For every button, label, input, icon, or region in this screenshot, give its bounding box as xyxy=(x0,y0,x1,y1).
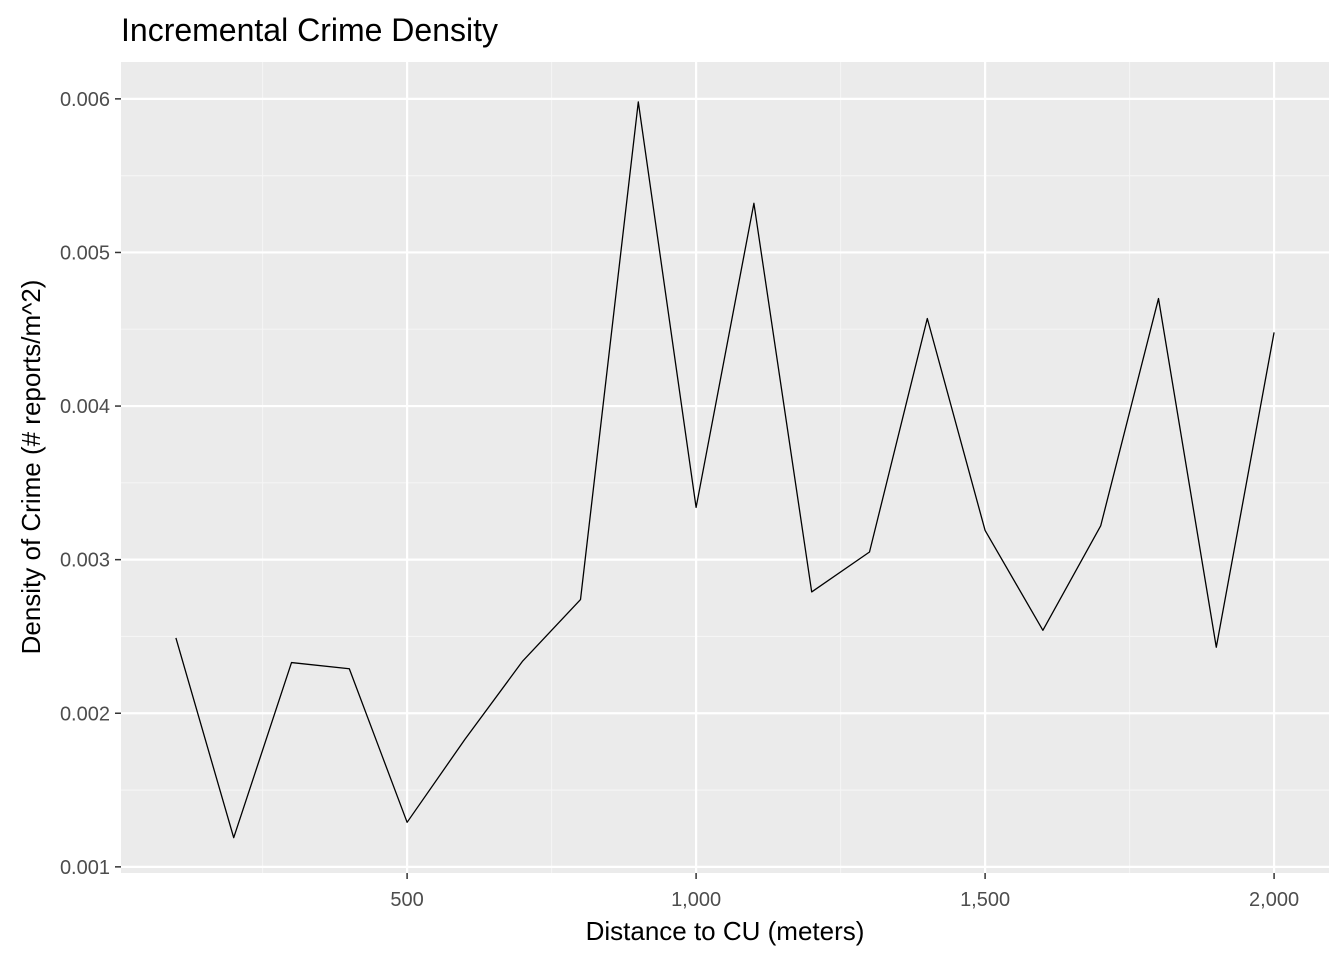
x-axis-title: Distance to CU (meters) xyxy=(586,916,865,946)
y-tick-label-5: 0.006 xyxy=(60,89,110,111)
major-gridlines xyxy=(121,62,1329,873)
x-tick-label-0: 500 xyxy=(390,889,423,911)
y-tick-label-4: 0.005 xyxy=(60,242,110,264)
y-axis: 0.001 0.002 0.003 0.004 0.005 0.006 xyxy=(60,89,121,879)
chart-title: Incremental Crime Density xyxy=(121,12,498,48)
y-axis-title: Density of Crime (# reports/m^2) xyxy=(16,280,46,655)
minor-gridlines xyxy=(121,62,1329,873)
data-series xyxy=(175,101,1275,839)
plot-panel xyxy=(121,62,1329,873)
x-tick-label-3: 2,000 xyxy=(1249,889,1299,911)
y-tick-label-2: 0.003 xyxy=(60,550,110,572)
x-tick-label-2: 1,500 xyxy=(960,889,1010,911)
y-tick-label-1: 0.002 xyxy=(60,703,110,725)
x-axis: 500 1,000 1,500 2,000 xyxy=(390,873,1299,911)
x-tick-label-1: 1,000 xyxy=(671,889,721,911)
y-tick-label-0: 0.001 xyxy=(60,857,110,879)
y-tick-label-3: 0.004 xyxy=(60,396,110,418)
series-line-0 xyxy=(175,101,1275,839)
